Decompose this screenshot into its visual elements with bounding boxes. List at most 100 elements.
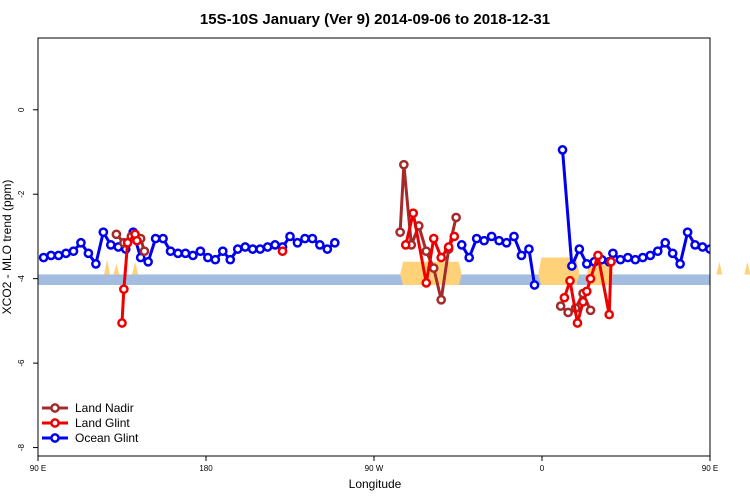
data-point (46, 250, 56, 261)
data-point (660, 237, 671, 248)
data-point (300, 233, 310, 244)
data-point (705, 244, 710, 254)
data-point (421, 278, 432, 288)
data-point (428, 233, 439, 244)
data-point (53, 250, 64, 261)
data-point (139, 246, 150, 257)
y-tick-label: -2 (17, 190, 26, 198)
land-bump (104, 259, 111, 275)
data-point (195, 246, 206, 257)
data-point (210, 254, 221, 265)
data-point (117, 318, 127, 328)
x-axis-label: Longitude (349, 477, 402, 491)
data-point (173, 248, 183, 259)
data-point (529, 280, 540, 290)
land-bump (132, 261, 139, 275)
data-point (150, 233, 161, 244)
data-point (247, 244, 258, 254)
data-point (736, 235, 743, 242)
data-point (91, 259, 101, 269)
data-point (557, 145, 568, 155)
data-point (464, 252, 475, 263)
data-point (436, 252, 447, 263)
series-land-glint (117, 208, 616, 328)
x-tick-label: 90 E (30, 464, 46, 473)
data-point (421, 246, 432, 257)
data-point (667, 248, 678, 259)
y-tick-label: -8 (17, 443, 26, 451)
data-point (203, 252, 213, 263)
data-point (83, 248, 94, 259)
data-point (122, 237, 133, 248)
data-point (395, 227, 405, 238)
data-point (559, 292, 570, 303)
data-point (456, 240, 467, 250)
data-point (479, 235, 489, 246)
data-point (240, 242, 251, 252)
legend-label: Ocean Glint (75, 431, 139, 445)
data-point (329, 237, 340, 248)
y-tick-label: -6 (17, 359, 26, 367)
data-point (721, 254, 728, 261)
series-layer (38, 145, 750, 328)
data-point (400, 240, 411, 250)
data-point (581, 259, 592, 269)
data-point (682, 227, 693, 238)
data-point (315, 240, 325, 250)
data-point (38, 252, 49, 263)
data-point (307, 233, 318, 244)
data-point (501, 237, 512, 248)
data-point (516, 250, 527, 261)
chart-title: 15S-10S January (Ver 9) 2014-09-06 to 20… (200, 11, 550, 28)
y-tick-label: 0 (17, 107, 26, 112)
data-point (581, 286, 592, 297)
data-point (61, 248, 71, 259)
x-axis: 90 E 180 90 W 0 90 E (30, 456, 718, 473)
data-point (675, 259, 685, 269)
data-point (158, 233, 168, 244)
data-point (225, 254, 236, 265)
y-axis-label: XCO2 - MLO trend (ppm) (0, 180, 14, 315)
data-point (486, 231, 497, 242)
land-bump (744, 261, 750, 275)
data-point (262, 242, 273, 252)
data-point (637, 252, 648, 263)
data-point (217, 246, 228, 257)
data-point (471, 233, 482, 244)
data-point (132, 235, 142, 246)
data-point (585, 273, 596, 284)
data-point (645, 250, 656, 261)
data-point (451, 212, 461, 223)
data-point (165, 246, 176, 257)
data-point (292, 237, 303, 248)
data-point (608, 248, 618, 259)
x-tick-label: 90 W (365, 464, 384, 473)
data-point (604, 309, 615, 320)
ocean-band (38, 274, 710, 285)
series-ocean-glint (38, 145, 750, 290)
data-point (744, 248, 750, 255)
data-point (428, 263, 439, 273)
data-point (555, 301, 566, 311)
data-point (111, 229, 122, 240)
data-point (630, 254, 641, 265)
x-tick-label: 90 E (702, 464, 718, 473)
legend-marker (50, 403, 60, 413)
data-point (509, 231, 519, 242)
data-point (563, 307, 573, 318)
land-bump (113, 263, 120, 275)
data-point (255, 244, 265, 254)
data-point (408, 208, 419, 219)
y-axis: 0 -2 -4 -6 -8 (17, 107, 38, 451)
data-point (180, 248, 191, 259)
data-point (399, 159, 409, 170)
legend-label: Land Glint (75, 416, 130, 430)
data-point (574, 244, 585, 254)
data-point (697, 242, 708, 252)
data-point (143, 256, 153, 267)
data-point (567, 261, 577, 271)
data-point (578, 297, 588, 307)
data-point (714, 229, 721, 236)
